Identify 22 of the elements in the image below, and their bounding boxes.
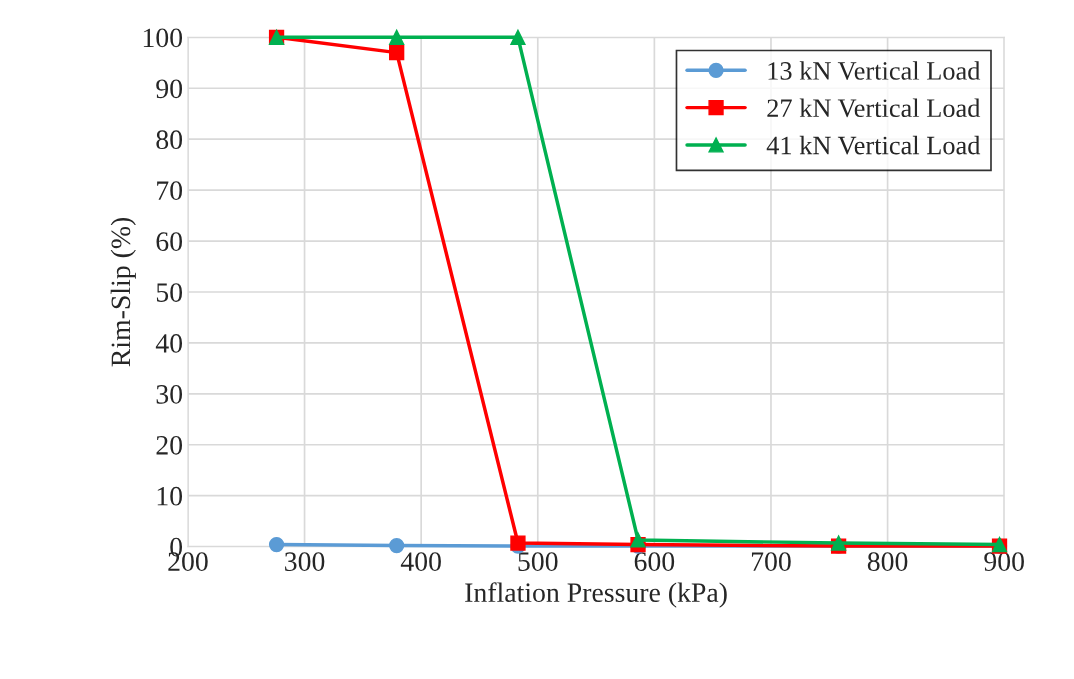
legend-label: 27 kN Vertical Load (767, 98, 981, 118)
y-tick-label: 10 (157, 486, 183, 506)
y-tick-label: 100 (143, 28, 183, 48)
x-tick-label: 900 (984, 552, 1024, 571)
y-tick-label: 40 (155, 334, 183, 353)
y-tick-label: 30 (156, 384, 183, 404)
y-tick-label: 60 (156, 232, 183, 251)
legend-label: 13 kN Vertical Load (768, 61, 981, 80)
y-tick-label: 20 (156, 435, 183, 455)
x-tick-label: 500 (518, 552, 558, 571)
y-axis-title: Rim-Slip (%) (110, 217, 136, 367)
legend-label: 41 kN Vertical Load (766, 135, 981, 155)
x-tick-label: 400 (400, 552, 441, 571)
y-tick-label: 90 (156, 79, 183, 99)
x-tick-label: 800 (867, 552, 908, 571)
x-tick-label: 600 (634, 552, 675, 571)
x-axis-title: Inflation Pressure (kPa) (465, 582, 727, 608)
y-tick-label: 50 (156, 283, 183, 302)
x-tick-label: 700 (751, 552, 791, 571)
x-tick-label: 300 (285, 552, 325, 571)
y-tick-label: 80 (156, 130, 183, 150)
y-tick-label: 70 (157, 181, 183, 201)
